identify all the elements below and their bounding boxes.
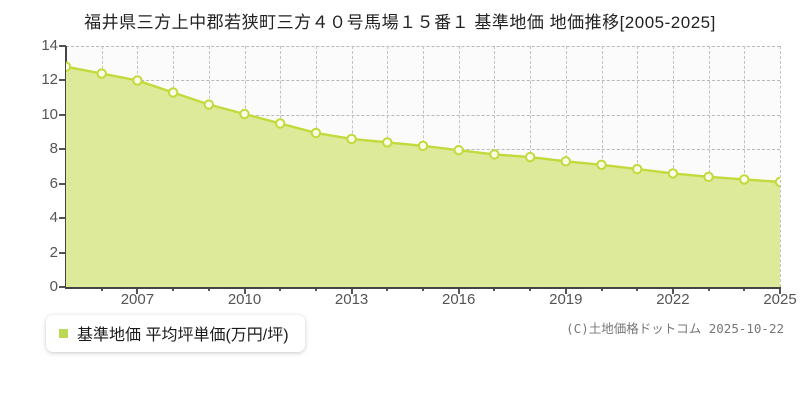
data-point-marker[interactable] [382,137,393,148]
x-axis-label: 2010 [227,291,262,308]
data-point-marker[interactable] [275,118,286,129]
series-area-fill [66,66,780,287]
y-axis-label: 10 [41,105,58,123]
credit-text: (C)土地価格ドットコム 2025-10-22 [566,321,784,336]
data-point-marker[interactable] [489,149,500,160]
gridline-vertical [744,46,746,287]
data-point-marker[interactable] [239,108,250,120]
data-point-marker[interactable] [703,171,714,183]
gridline-vertical [708,46,710,287]
y-axis-tick [59,182,66,185]
x-axis-tick [707,287,710,291]
x-axis-tick [136,287,139,294]
x-axis-tick [100,287,103,291]
y-axis-label: 12 [41,71,58,89]
x-axis-label: 2022 [656,291,690,308]
x-axis-tick [386,287,389,291]
x-axis-tick [779,287,781,294]
y-axis-tick [59,45,66,47]
x-axis-label: 2007 [120,291,155,308]
x-axis-tick [743,287,746,291]
x-axis-tick [636,287,639,291]
x-axis-tick [172,287,175,291]
page-title: 福井県三方上中郡若狭町三方４０号馬場１５番１ 基準地価 地価推移[2005-20… [84,13,716,32]
legend[interactable]: 基準地価 平均坪単価(万円/坪) [46,315,305,352]
x-axis-line [65,287,781,289]
y-axis-tick [59,286,66,288]
data-point-marker[interactable] [774,176,780,188]
y-axis-label: 0 [49,278,58,295]
data-point-marker[interactable] [66,61,72,72]
y-axis-label: 4 [49,209,58,227]
data-point-marker[interactable] [203,99,215,110]
y-axis-tick [59,217,66,220]
gridline-vertical [780,46,781,287]
y-axis-label: 6 [49,174,58,192]
x-axis-tick [350,287,353,294]
x-axis-tick [422,287,424,291]
gridline-vertical [672,46,674,287]
y-axis-tick [59,148,66,151]
y-axis-tick [59,251,66,254]
x-axis-label: 2013 [334,291,369,308]
x-axis-tick [457,287,460,294]
x-axis-tick [314,287,317,291]
legend-label: 基準地価 平均坪単価(万円/坪) [77,327,289,344]
x-axis-tick [243,287,246,294]
x-axis-tick [529,287,532,291]
x-axis-tick [564,287,567,294]
y-axis-tick [59,79,66,82]
y-axis-label: 14 [41,37,58,54]
x-axis-tick [600,287,603,291]
data-point-marker[interactable] [96,68,107,79]
data-point-marker[interactable] [346,133,357,145]
x-axis-label: 2019 [549,291,583,308]
data-point-marker[interactable] [167,87,179,98]
legend-swatch-icon [59,328,68,338]
data-point-marker[interactable] [417,140,429,152]
data-point-marker[interactable] [560,156,571,167]
series-area-chart [66,61,780,287]
data-point-marker[interactable] [310,127,322,139]
x-axis-label: 2025 [763,291,797,308]
data-point-marker[interactable] [524,151,536,163]
data-point-marker[interactable] [453,144,464,156]
data-point-marker[interactable] [667,168,679,179]
x-axis-label: 2016 [442,291,476,308]
data-point-marker[interactable] [739,174,750,185]
x-axis-tick [207,287,210,291]
x-axis-tick [671,287,674,294]
data-point-marker[interactable] [132,75,143,86]
y-axis-tick [59,113,66,116]
data-point-marker[interactable] [632,163,643,175]
y-axis-label: 8 [49,140,58,158]
y-axis-label: 2 [49,243,58,261]
data-point-marker[interactable] [596,159,607,170]
x-axis-tick [493,287,496,291]
x-axis-tick [279,287,282,291]
